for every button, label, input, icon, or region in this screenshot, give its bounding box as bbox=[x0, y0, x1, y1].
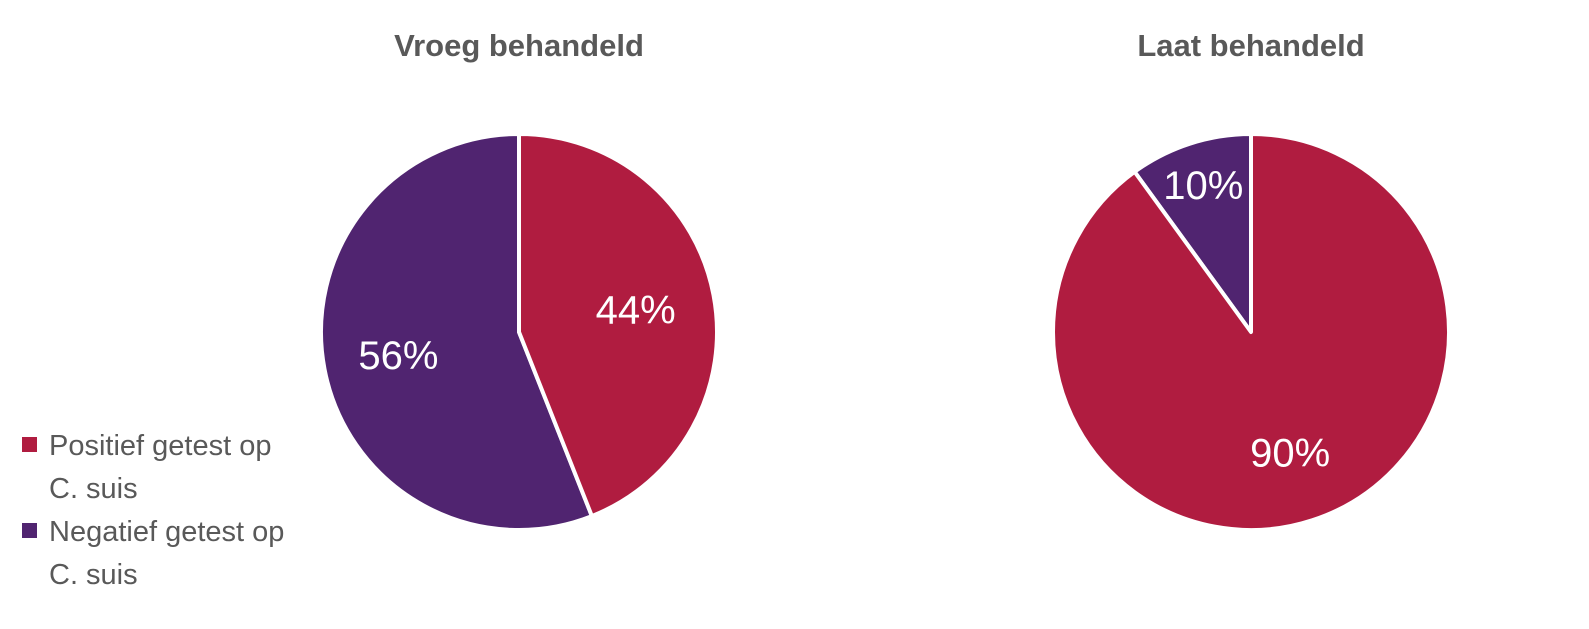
pie-slice-positief bbox=[1051, 132, 1451, 532]
legend-label-negatief-line1: Negatief getest op bbox=[49, 516, 284, 548]
legend-swatch-negatief bbox=[22, 523, 37, 538]
pie-slice-negatief bbox=[1132, 132, 1253, 334]
pie-chart-vroeg: Vroeg behandeld 44% 56% bbox=[319, 28, 719, 532]
pie-slice-positief bbox=[517, 132, 719, 519]
chart-title-laat: Laat behandeld bbox=[1137, 28, 1364, 63]
pie-slice-label-negatief: 10% bbox=[1163, 164, 1243, 208]
chart-title-vroeg: Vroeg behandeld bbox=[394, 28, 644, 63]
legend-swatch-positief bbox=[22, 437, 37, 452]
pie-slice-negatief bbox=[319, 132, 594, 532]
legend-label-positief-line1: Positief getest op bbox=[49, 430, 271, 462]
pie-slice-label-positief: 90% bbox=[1250, 432, 1330, 476]
pie-slice-label-positief: 44% bbox=[596, 289, 676, 333]
legend-label-negatief-line2: C. suis bbox=[49, 559, 138, 591]
pie-chart-laat: Laat behandeld 90% 10% bbox=[1051, 28, 1451, 532]
legend: Positief getest op C. suis Negatief gete… bbox=[22, 430, 284, 591]
legend-label-positief-line2: C. suis bbox=[49, 473, 138, 505]
pie-slice-label-negatief: 56% bbox=[358, 334, 438, 378]
